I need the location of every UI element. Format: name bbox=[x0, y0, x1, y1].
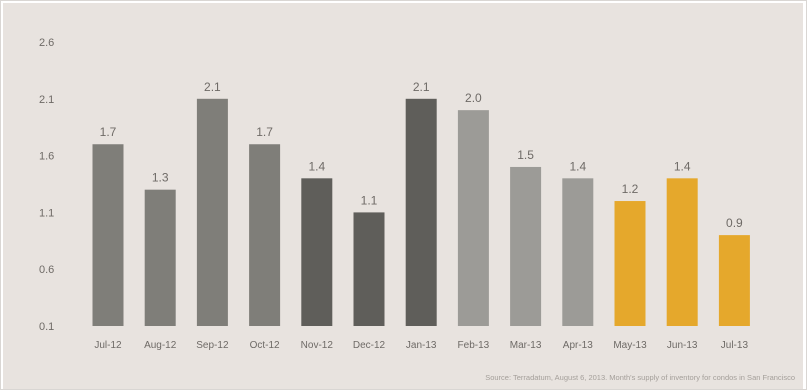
x-tick-label: Apr-13 bbox=[563, 340, 593, 351]
y-tick-label: 2.1 bbox=[39, 94, 54, 106]
bar bbox=[92, 144, 124, 326]
bar bbox=[196, 98, 228, 326]
bar bbox=[666, 178, 698, 326]
bar-chart: 0.1 0.6 1.1 1.6 2.1 2.6 1.7 Jul-12 1.3 Aug-12 2.1 S… bbox=[39, 37, 750, 351]
bar bbox=[457, 110, 489, 326]
x-tick-label: Oct-12 bbox=[250, 340, 280, 351]
x-tick-label: Mar-13 bbox=[510, 340, 542, 351]
data-label: 1.1 bbox=[361, 193, 378, 207]
bar bbox=[353, 212, 385, 326]
bar bbox=[249, 144, 281, 326]
data-label: 0.9 bbox=[726, 216, 743, 230]
data-label: 1.7 bbox=[100, 125, 117, 139]
x-tick-label: Jul-12 bbox=[94, 340, 122, 351]
data-label: 2.0 bbox=[465, 91, 482, 105]
y-tick-label: 1.1 bbox=[39, 207, 54, 219]
bar bbox=[405, 98, 437, 326]
source-note: Source: Terradatum, August 6, 2013. Mont… bbox=[485, 373, 795, 382]
x-tick-label: Nov-12 bbox=[301, 340, 334, 351]
data-label: 1.2 bbox=[622, 182, 639, 196]
data-label: 1.4 bbox=[674, 159, 691, 173]
data-label: 1.7 bbox=[256, 125, 273, 139]
data-label: 2.1 bbox=[204, 80, 221, 94]
y-tick-label: 2.6 bbox=[39, 37, 54, 49]
bar bbox=[301, 178, 333, 326]
y-tick-label: 0.1 bbox=[39, 321, 54, 333]
x-tick-label: May-13 bbox=[613, 340, 647, 351]
x-tick-label: Dec-12 bbox=[353, 340, 386, 351]
x-tick-label: Jun-13 bbox=[667, 340, 698, 351]
bar bbox=[562, 178, 594, 326]
data-label: 1.4 bbox=[308, 159, 325, 173]
chart-panel: 0.1 0.6 1.1 1.6 2.1 2.6 1.7 Jul-12 1.3 Aug-12 2.1 S… bbox=[3, 3, 803, 389]
x-tick-label: Sep-12 bbox=[196, 340, 229, 351]
x-tick-label: Aug-12 bbox=[144, 340, 177, 351]
y-tick-label: 0.6 bbox=[39, 264, 54, 276]
data-label: 1.4 bbox=[569, 159, 586, 173]
x-tick-label: Jul-13 bbox=[721, 340, 749, 351]
x-tick-label: Jan-13 bbox=[406, 340, 437, 351]
bar bbox=[614, 201, 646, 326]
bar bbox=[144, 189, 176, 326]
y-tick-label: 1.6 bbox=[39, 151, 54, 163]
data-label: 1.3 bbox=[152, 171, 169, 185]
data-label: 1.5 bbox=[517, 148, 534, 162]
data-label: 2.1 bbox=[413, 80, 430, 94]
bar bbox=[718, 235, 750, 326]
bar bbox=[510, 166, 542, 326]
x-tick-label: Feb-13 bbox=[458, 340, 490, 351]
